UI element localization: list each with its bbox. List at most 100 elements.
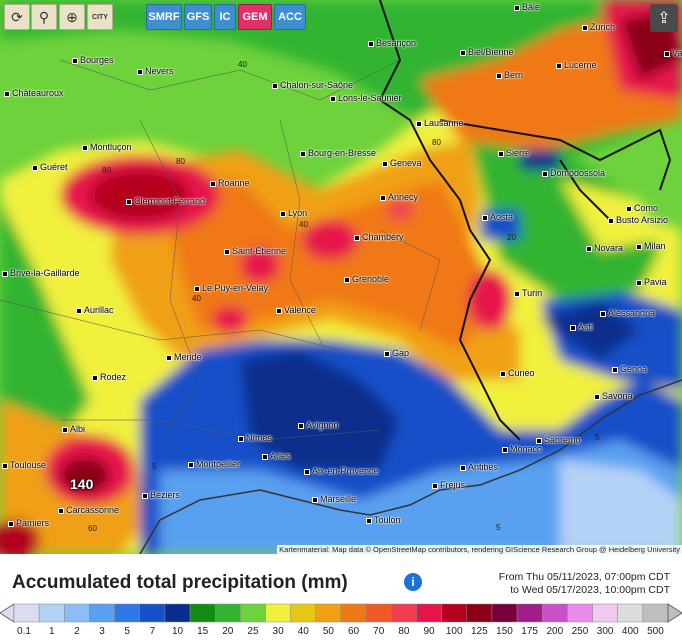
share-icon[interactable]: ⇪ [650,4,678,32]
contour-label: 40 [192,294,201,303]
city-name: Toulouse [10,460,47,470]
info-icon[interactable]: i [404,573,422,591]
city-name: Domodossola [550,168,606,178]
scale-tick-label: 250 [571,626,589,637]
city-name: Savona [602,391,633,401]
city-marker [600,310,606,317]
model-button-ic[interactable]: IC [214,4,236,30]
city-marker [62,426,68,433]
city-name: Mende [174,352,202,362]
city-label: Rodez [92,372,126,382]
scale-swatch [189,603,216,623]
city-name: Alessandria [608,308,656,318]
city-name: Arles [270,451,291,461]
scale-tick-label: 40 [297,626,309,637]
city-label: Geneva [382,158,422,168]
city-marker [384,350,390,357]
city-marker [586,245,592,252]
city-name: Brive-la-Gaillarde [10,268,80,278]
city-label: Savona [594,391,633,401]
city-name: Avignon [306,420,339,430]
city-name: Lucerne [564,60,597,70]
model-button-smrf[interactable]: SMRF [146,4,182,30]
city-label: Brive-la-Gaillarde [2,268,80,278]
scale-swatch [240,603,266,623]
city-marker [432,482,438,489]
model-button-gem[interactable]: GEM [238,4,272,30]
zoom-icon[interactable]: ⊕ [59,4,85,30]
city-name: Valence [284,305,316,315]
city-label: Carcassonne [58,505,119,515]
city-marker [280,210,286,217]
city-name: Aosta [490,212,514,222]
city-marker [32,164,38,171]
precipitation-map[interactable]: ⟳ ⚲ ⊕ CITY SMRF GFS IC GEM ACC ⇪ Bâle Zur… [0,0,682,554]
city-name: Pavia [644,277,667,287]
city-name: Grenoble [352,274,390,284]
city-marker [272,82,278,89]
scale-swatch [491,603,518,623]
scale-swatch [38,603,65,623]
city-name: Turin [522,288,543,298]
city-name: Geneva [390,158,422,168]
city-marker [58,507,64,514]
city-label: Asti [570,322,593,332]
contour-label: 40 [299,220,308,229]
city-name: Novara [594,243,624,253]
model-button-acc[interactable]: ACC [274,4,306,30]
city-label: Béziers [142,490,180,500]
city-name: Marseille [320,494,357,504]
scale-swatch [13,603,40,623]
scale-tick-label: 175 [521,626,538,637]
city-label: Milan [636,241,666,251]
city-marker [380,194,386,201]
contour-label: 5 [496,523,501,532]
city-marker [482,214,488,221]
color-scale [0,603,682,623]
scale-tick-label: 25 [247,626,259,637]
city-marker [366,517,372,524]
scale-tick-label: 50 [322,626,334,637]
city-label: Montluçon [82,142,132,152]
city-name: Besançon [376,38,417,48]
city-marker [582,24,588,31]
city-label: Nevers [137,66,174,76]
location-pin-icon[interactable]: ⚲ [31,4,57,30]
contour-label: 80 [432,138,441,147]
city-marker [72,57,78,64]
city-marker [368,40,374,47]
refresh-icon[interactable]: ⟳ [4,4,30,30]
city-icon[interactable]: CITY [87,4,113,30]
city-name: Pamiers [16,518,50,528]
scale-tick-label: 10 [171,626,184,637]
model-button-gfs[interactable]: GFS [184,4,212,30]
city-label: Besançon [368,38,416,48]
city-marker [76,307,82,314]
scale-tick-label: 15 [197,626,209,637]
city-marker [210,180,216,187]
city-marker [344,276,350,283]
city-name: Sierre [506,148,531,158]
city-name: Bâle [522,2,541,12]
city-name: Guéret [40,162,68,172]
city-label: Pavia [636,277,667,287]
scale-tick-label: 7 [149,626,156,637]
city-label: Como [626,203,658,213]
city-marker [238,435,244,442]
max-value-label: 140 [70,476,94,492]
city-marker [4,90,10,97]
city-marker [514,4,520,11]
city-marker [2,270,8,277]
scale-swatch [89,603,115,623]
city-marker [137,68,143,75]
city-name: Le Puy-en-Velay [202,283,269,293]
city-name: Biel/Bienne [468,47,514,57]
city-label: Domodossola [542,168,605,178]
scale-swatch [592,603,618,623]
city-name: Bourges [80,55,114,65]
city-marker [142,492,148,499]
scale-swatch [290,603,317,623]
city-marker [276,307,282,314]
city-label: Monaco [502,444,542,454]
city-label: Pamiers [8,518,49,528]
